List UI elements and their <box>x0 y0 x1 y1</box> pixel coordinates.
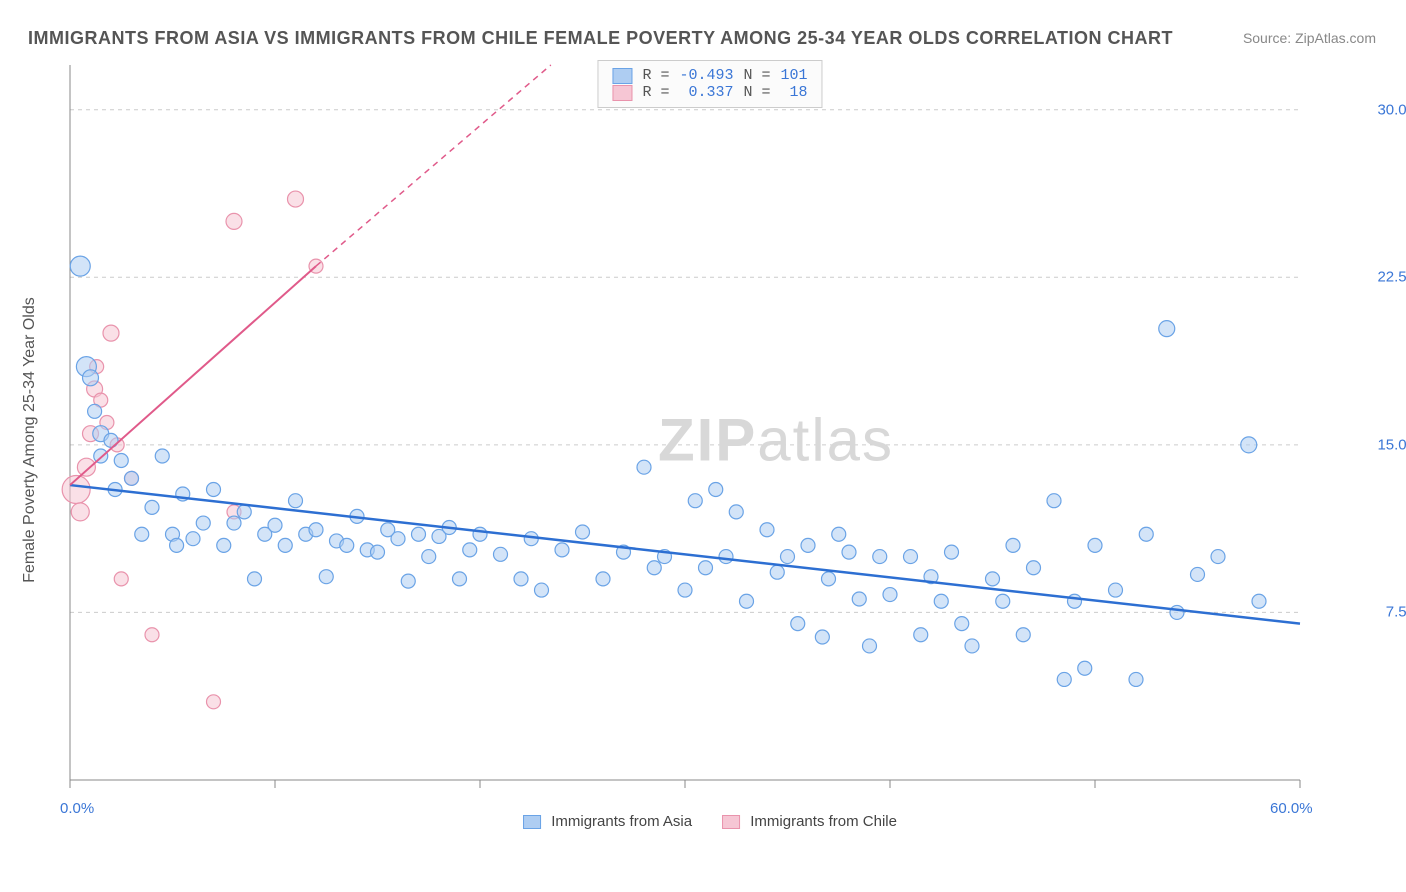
y-axis-label: Female Poverty Among 25-34 Year Olds <box>21 297 39 583</box>
y-tick-label: 7.5% <box>1386 604 1406 621</box>
correlation-stats-box: R = -0.493 N = 101 R = 0.337 N = 18 <box>597 60 822 108</box>
legend-swatch-asia <box>523 815 541 829</box>
chart-title: IMMIGRANTS FROM ASIA VS IMMIGRANTS FROM … <box>28 28 1173 49</box>
r-value-a: -0.493 <box>679 67 733 84</box>
y-tick-label: 22.5% <box>1377 269 1406 286</box>
legend-item-asia: Immigrants from Asia <box>523 813 692 830</box>
bottom-legend: Immigrants from Asia Immigrants from Chi… <box>523 813 897 830</box>
watermark-atlas: atlas <box>757 407 894 474</box>
stat-row-asia: R = -0.493 N = 101 <box>612 67 807 84</box>
stat-swatch-chile <box>612 85 632 101</box>
source-label: Source: ZipAtlas.com <box>1243 30 1376 46</box>
source-prefix: Source: <box>1243 30 1295 46</box>
legend-swatch-chile <box>722 815 740 829</box>
r-label-a: R = <box>642 67 669 84</box>
chart-container: IMMIGRANTS FROM ASIA VS IMMIGRANTS FROM … <box>0 0 1406 892</box>
n-label-b: N = <box>744 84 771 101</box>
source-name: ZipAtlas.com <box>1295 30 1376 46</box>
n-label-a: N = <box>744 67 771 84</box>
n-value-a: 101 <box>781 67 808 84</box>
stat-swatch-asia <box>612 68 632 84</box>
y-tick-label: 30.0% <box>1377 101 1406 118</box>
legend-item-chile: Immigrants from Chile <box>722 813 897 830</box>
r-label-b: R = <box>642 84 669 101</box>
watermark: ZIPatlas <box>658 406 894 475</box>
watermark-zip: ZIP <box>658 407 757 474</box>
x-tick-label: 60.0% <box>1270 800 1313 817</box>
y-tick-label: 15.0% <box>1377 436 1406 453</box>
legend-label-chile: Immigrants from Chile <box>750 813 897 830</box>
x-tick-label: 0.0% <box>60 800 94 817</box>
stat-row-chile: R = 0.337 N = 18 <box>612 84 807 101</box>
r-value-b: 0.337 <box>679 84 733 101</box>
n-value-b: 18 <box>781 84 808 101</box>
legend-label-asia: Immigrants from Asia <box>551 813 692 830</box>
chart-area: Female Poverty Among 25-34 Year Olds ZIP… <box>50 60 1370 820</box>
